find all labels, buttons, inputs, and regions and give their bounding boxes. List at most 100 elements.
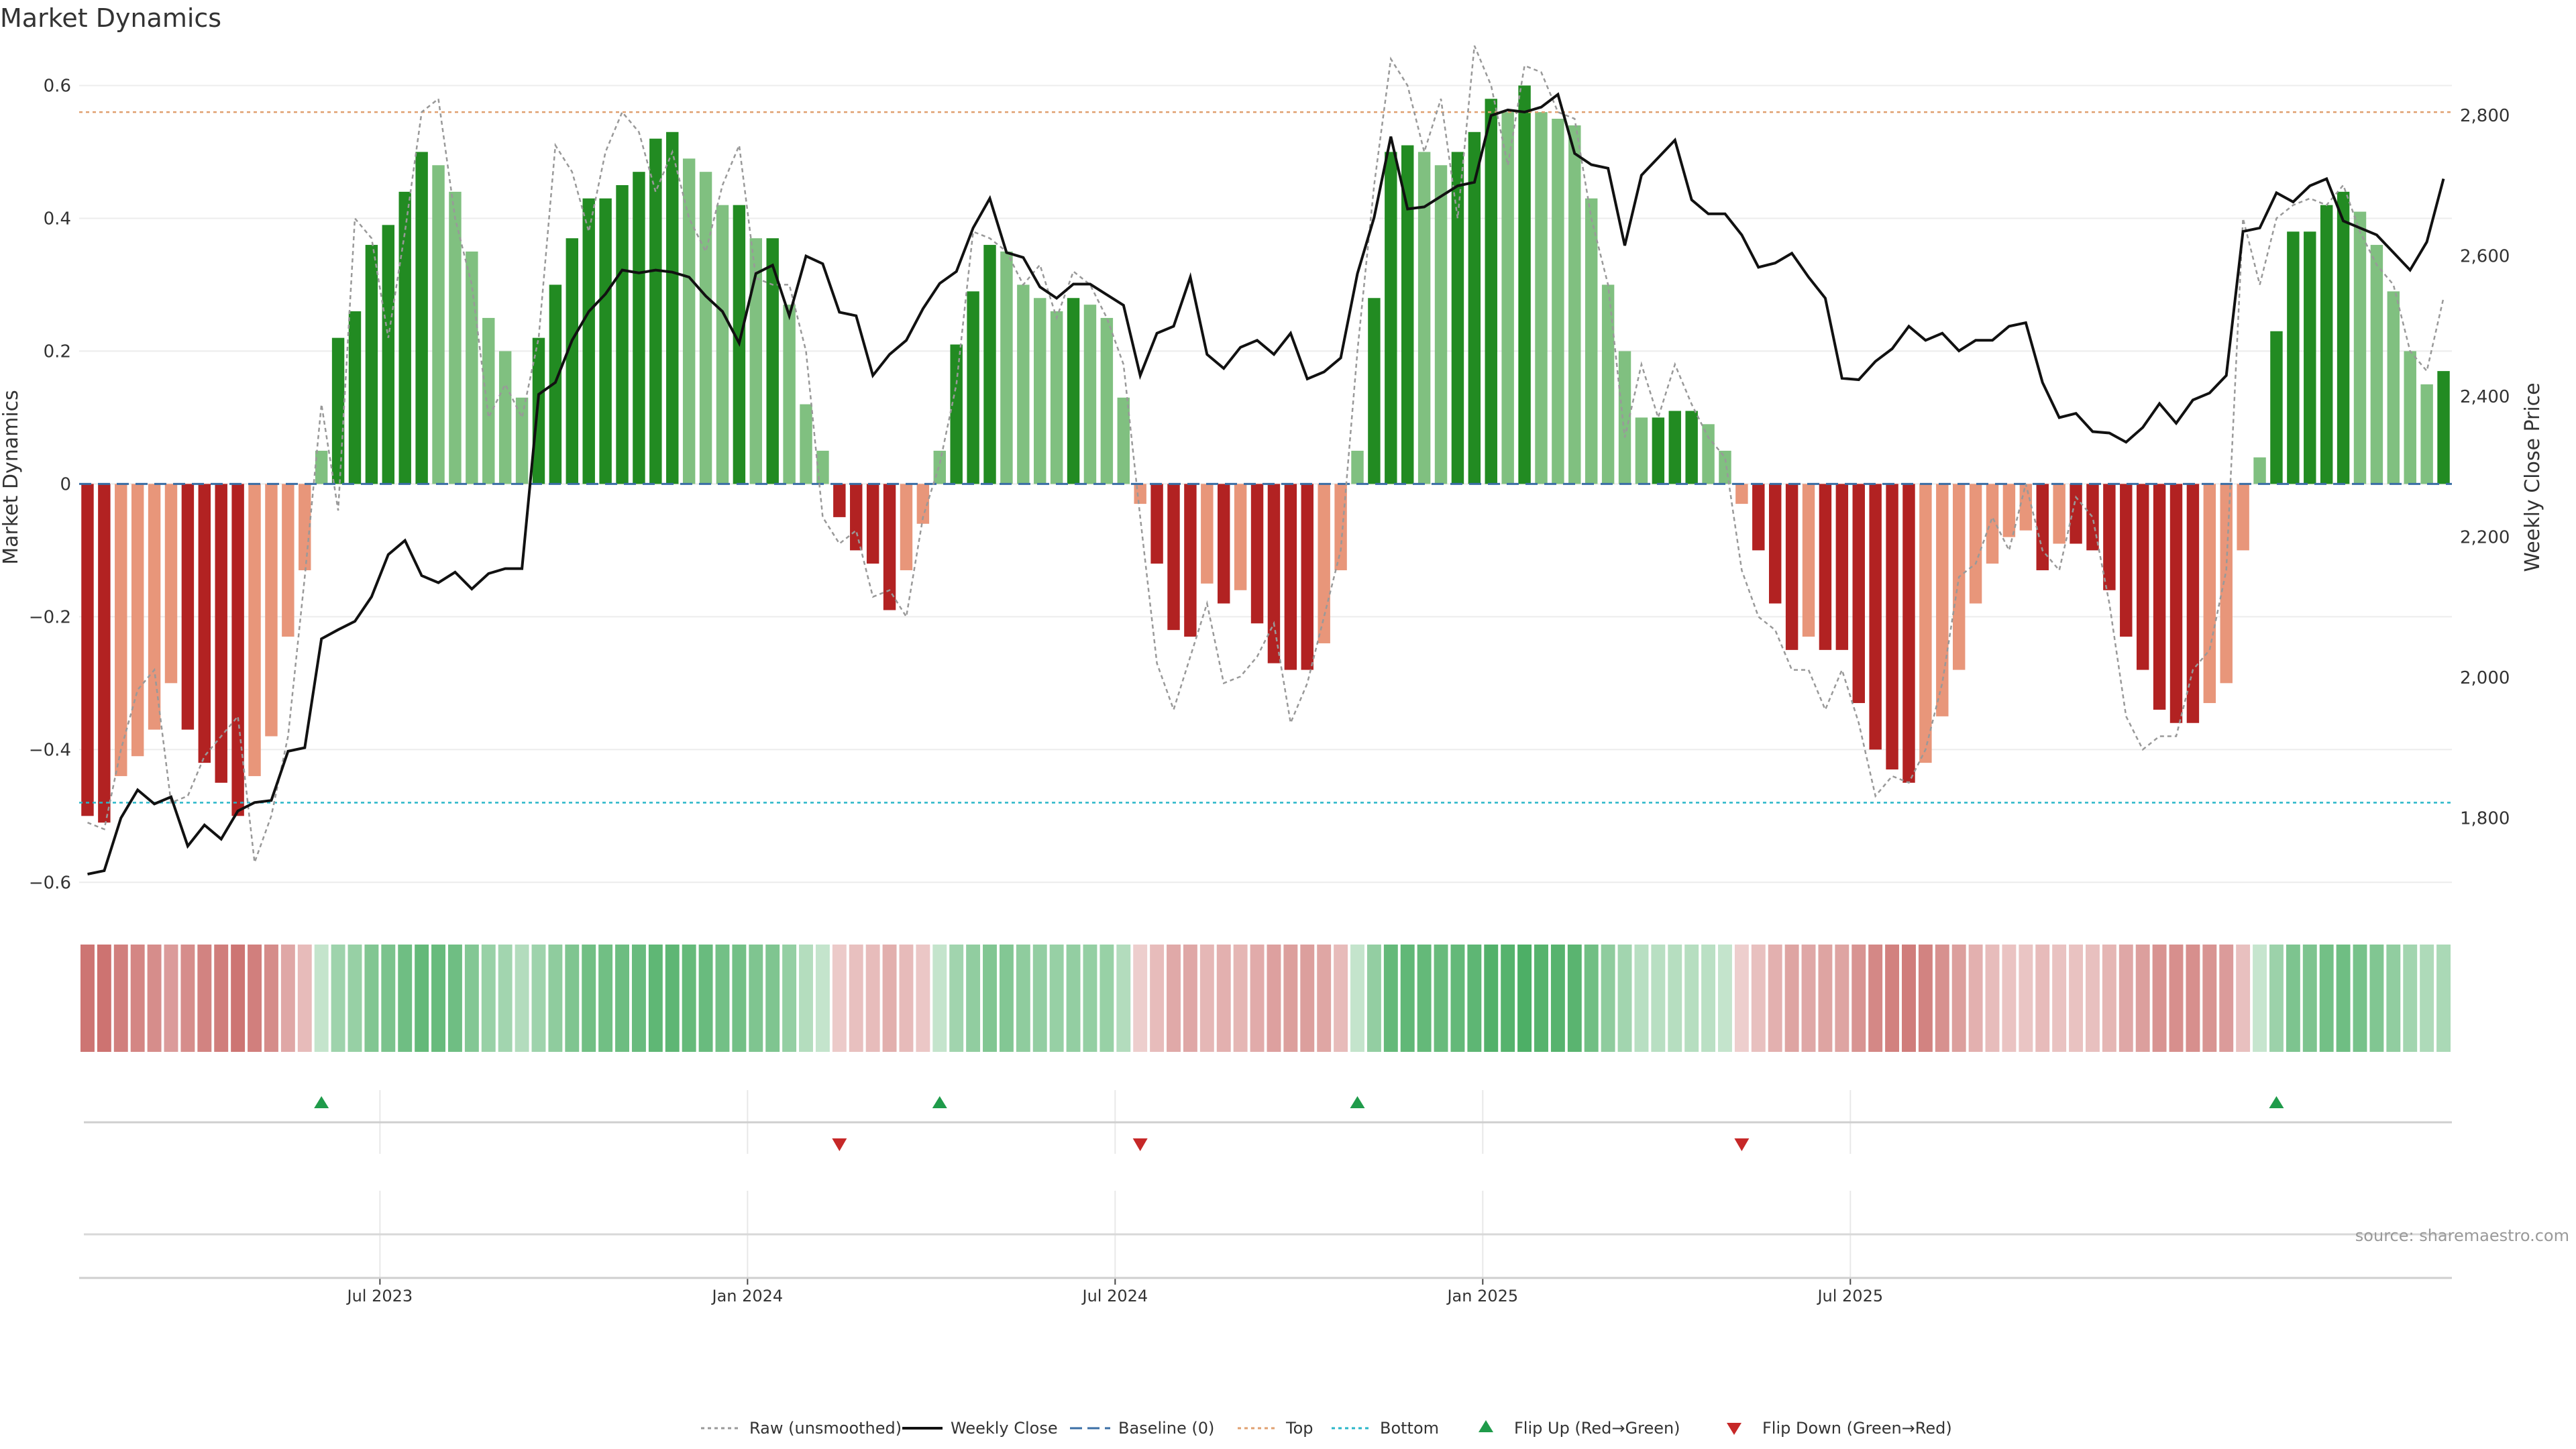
heat-cell (398, 945, 413, 1052)
legend-item: Baseline (0) (1070, 1419, 1214, 1438)
heat-cell (180, 945, 195, 1052)
dynamics-bar (1785, 484, 1799, 650)
dynamics-bar (1050, 311, 1063, 484)
dynamics-bar (1017, 284, 1030, 484)
heat-cell (164, 945, 178, 1052)
heat-cell (197, 945, 212, 1052)
dynamics-bar (1919, 484, 1932, 763)
heat-cell (1366, 945, 1381, 1052)
heat-cell (682, 945, 696, 1052)
dynamics-bar (816, 450, 829, 484)
heat-cell (1216, 945, 1231, 1052)
heat-cell (2086, 945, 2100, 1052)
dynamics-bar (1735, 484, 1748, 504)
dynamics-bar (2153, 484, 2166, 710)
dynamics-bar (131, 484, 144, 757)
heat-cell (297, 945, 312, 1052)
dynamics-bar (1601, 284, 1615, 484)
dynamics-bar (766, 238, 779, 484)
dynamics-bar (248, 484, 261, 776)
right-tick-label: 2,800 (2460, 106, 2510, 126)
dynamics-bar (900, 484, 913, 571)
heat-cell (765, 945, 780, 1052)
dynamics-bar (1719, 450, 1731, 484)
heat-cell (331, 945, 345, 1052)
left-tick-label: 0 (60, 474, 71, 494)
dynamics-bar (398, 191, 411, 484)
heat-cell (1400, 945, 1415, 1052)
heat-cell (1835, 945, 1849, 1052)
dynamics-bar (2387, 291, 2400, 484)
heat-cell (2253, 945, 2267, 1052)
legend-label: Flip Up (Red→Green) (1514, 1419, 1680, 1438)
heat-cell (2436, 945, 2451, 1052)
heat-cell (1517, 945, 1532, 1052)
heat-cell (2420, 945, 2434, 1052)
dynamics-bar (515, 397, 529, 484)
legend-item: Weekly Close (902, 1419, 1058, 1438)
dynamics-bar (2186, 484, 2200, 723)
heat-cell (1334, 945, 1348, 1052)
dynamics-bar (1768, 484, 1782, 604)
dynamics-bar (1150, 484, 1163, 564)
dynamics-bar (331, 337, 345, 484)
heat-cell (481, 945, 496, 1052)
dynamics-bar (599, 198, 612, 484)
dynamics-bar (1886, 484, 1898, 770)
dynamics-bar (1417, 152, 1431, 484)
dynamics-bar (2437, 371, 2450, 484)
heat-cell (1985, 945, 2000, 1052)
dynamics-bar (2404, 351, 2416, 484)
dynamics-bar (1835, 484, 1849, 650)
heat-cell (1634, 945, 1649, 1052)
dynamics-bar (1351, 450, 1364, 484)
dynamics-bar (1485, 99, 1497, 484)
dynamics-bar (1100, 317, 1114, 484)
heat-cell (916, 945, 930, 1052)
heat-cell (415, 945, 429, 1052)
heat-cell (715, 945, 730, 1052)
heat-cell (2236, 945, 2251, 1052)
dynamics-bar (1668, 411, 1681, 484)
dynamics-bar (1167, 484, 1180, 631)
dynamics-bar (933, 450, 947, 484)
dynamics-bar (1969, 484, 1982, 604)
heat-cell (1183, 945, 1197, 1052)
dynamics-bar (81, 484, 94, 816)
flip-up-marker (932, 1096, 947, 1108)
left-tick-label: −0.4 (29, 740, 71, 760)
dynamics-bar (2103, 484, 2116, 590)
legend-item: Bottom (1332, 1419, 1439, 1438)
heat-cell (1434, 945, 1448, 1052)
lower-panel (84, 1191, 2452, 1278)
dynamics-bar (365, 245, 378, 484)
heat-cell (1283, 945, 1298, 1052)
dynamics-bar (1234, 484, 1247, 590)
dynamics-bar (1134, 484, 1146, 504)
dynamics-bar (2304, 231, 2316, 484)
heat-cell (1668, 945, 1682, 1052)
dynamics-bar (1067, 298, 1080, 484)
heat-cell (1250, 945, 1265, 1052)
dynamics-bar (749, 238, 763, 484)
dynamics-bar (883, 484, 896, 610)
x-tick-label: Jan 2024 (710, 1287, 783, 1305)
right-tick-label: 1,800 (2460, 808, 2510, 828)
dynamics-bar (231, 484, 244, 816)
heat-cell (1550, 945, 1565, 1052)
heat-cell (1267, 945, 1281, 1052)
dynamics-bar (215, 484, 227, 783)
right-tick-label: 2,600 (2460, 247, 2510, 267)
heat-cell (1484, 945, 1499, 1052)
heat-cell (1133, 945, 1148, 1052)
heat-cell (1584, 945, 1599, 1052)
heat-cell (2336, 945, 2351, 1052)
heat-cell (1417, 945, 1432, 1052)
dynamics-bar (1501, 112, 1514, 484)
dynamics-bar (2169, 484, 2183, 723)
dynamics-bar (1819, 484, 1832, 650)
heat-cell (2386, 945, 2401, 1052)
heat-cell (531, 945, 546, 1052)
legend: Raw (unsmoothed) Weekly Close Baseline (0)… (701, 1419, 1952, 1438)
dynamics-bar (1117, 397, 1130, 484)
